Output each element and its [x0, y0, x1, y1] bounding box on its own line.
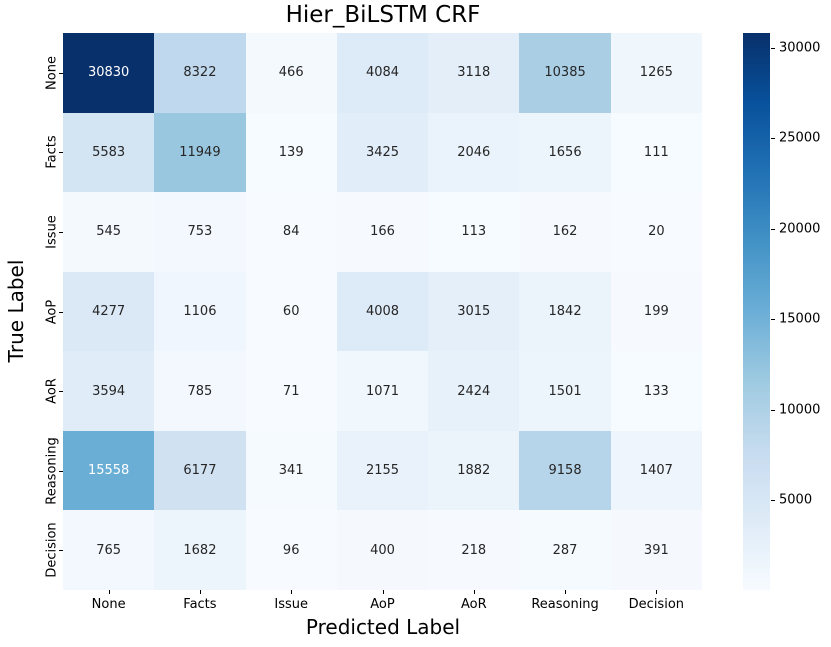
heatmap-cell: 10385 [519, 33, 611, 113]
y-tick-label: None [44, 55, 60, 90]
heatmap-cell: 8322 [154, 33, 246, 113]
heatmap-cell: 71 [245, 351, 337, 431]
colorbar-tick-mark [771, 48, 775, 49]
heatmap-cell: 218 [428, 510, 520, 590]
x-tick-mark [382, 590, 384, 594]
heatmap-cell: 15558 [63, 430, 155, 511]
heatmap-cell: 400 [336, 510, 429, 590]
colorbar-tick-mark [771, 228, 775, 230]
chart-title: Hier_BiLSTM CRF [285, 2, 481, 28]
heatmap-cell: 20 [610, 192, 702, 272]
heatmap-cell: 785 [154, 351, 246, 431]
colorbar-tick-mark [771, 138, 775, 140]
colorbar-tick-label: 25000 [779, 130, 821, 146]
heatmap-cell: 162 [519, 192, 611, 272]
x-tick-mark [473, 590, 475, 594]
heatmap-cell: 1106 [154, 271, 246, 352]
heatmap-cell: 2424 [428, 351, 520, 431]
heatmap-cell: 341 [245, 430, 337, 511]
x-tick-label: Reasoning [531, 597, 599, 612]
heatmap-cell: 545 [63, 192, 155, 272]
heatmap-cell: 5583 [63, 112, 155, 193]
colorbar-tick-label: 20000 [779, 221, 821, 237]
heatmap-cell: 96 [245, 510, 337, 590]
heatmap-cell: 1407 [610, 430, 702, 511]
x-tick-label: None [91, 597, 126, 612]
heatmap-cell: 60 [245, 271, 337, 352]
heatmap-cell: 1265 [610, 33, 702, 113]
heatmap-cell: 1842 [519, 271, 611, 352]
heatmap-cell: 6177 [154, 430, 246, 511]
heatmap-cell: 1071 [336, 351, 429, 431]
x-tick-mark [656, 590, 658, 594]
y-tick-label: Decision [44, 522, 60, 578]
heatmap-cell: 753 [154, 192, 246, 272]
heatmap-cell: 287 [519, 510, 611, 590]
heatmap-cell: 391 [610, 510, 702, 590]
x-tick-mark [565, 590, 567, 594]
heatmap-cell: 1501 [519, 351, 611, 431]
y-tick-mark [59, 152, 63, 154]
heatmap-cell: 3425 [336, 112, 429, 193]
heatmap-cell: 4277 [63, 271, 155, 352]
colorbar-tick-label: 15000 [779, 311, 821, 327]
heatmap-cell: 466 [245, 33, 337, 113]
colorbar [743, 33, 770, 590]
y-tick-label: AoR [44, 378, 60, 404]
heatmap-cell: 139 [245, 112, 337, 193]
heatmap-cell: 2046 [428, 112, 520, 193]
x-axis-label: Predicted Label [305, 615, 461, 639]
x-tick-label: Issue [274, 597, 309, 612]
y-tick-mark [59, 391, 63, 393]
y-axis-label: True Label [4, 259, 28, 363]
heatmap-plot: 30830 8322 466 4084 3118 10385 1265 5583 11949 13… [63, 33, 702, 590]
heatmap-cell: 199 [610, 271, 702, 352]
heatmap-cell: 166 [336, 192, 429, 272]
y-tick-mark [59, 72, 63, 74]
heatmap-cell: 765 [63, 510, 155, 590]
x-tick-label: AoR [460, 597, 487, 612]
heatmap-cell: 3015 [428, 271, 520, 352]
heatmap-cell: 84 [245, 192, 337, 272]
y-tick-label: Issue [44, 215, 60, 249]
y-tick-mark [59, 311, 63, 313]
heatmap-cell: 4008 [336, 271, 429, 352]
x-tick-label: Decision [628, 597, 685, 612]
x-tick-label: AoP [370, 597, 395, 612]
heatmap-cell: 111 [610, 112, 702, 193]
x-tick-mark [199, 590, 201, 594]
y-tick-label: Facts [44, 135, 60, 169]
heatmap-cell: 1682 [154, 510, 246, 590]
heatmap-cell: 4084 [336, 33, 429, 113]
heatmap-cell: 113 [428, 192, 520, 272]
y-tick-mark [59, 231, 63, 233]
heatmap-cell: 9158 [519, 430, 611, 511]
x-tick-label: Facts [183, 597, 217, 612]
y-tick-mark [59, 550, 63, 552]
heatmap-cell: 133 [610, 351, 702, 431]
heatmap-cell: 2155 [336, 430, 429, 511]
colorbar-tick-label: 10000 [779, 402, 821, 418]
x-tick-mark [108, 590, 110, 594]
colorbar-tick-label: 30000 [779, 40, 821, 56]
y-tick-mark [59, 470, 63, 472]
heatmap-cell: 3118 [428, 33, 520, 113]
colorbar-tick-mark [771, 409, 775, 411]
colorbar-tick-mark [771, 319, 775, 321]
y-tick-label: AoP [44, 299, 60, 324]
y-tick-label: Reasoning [44, 436, 60, 505]
heatmap-cell: 1656 [519, 112, 611, 193]
colorbar-tick-mark [771, 499, 775, 501]
heatmap-cell: 1882 [428, 430, 520, 511]
heatmap-cell: 3594 [63, 351, 155, 431]
x-tick-mark [291, 590, 293, 594]
colorbar-tick-label: 5000 [779, 492, 813, 508]
heatmap-cell: 30830 [63, 33, 155, 113]
heatmap-cell: 11949 [154, 112, 246, 193]
